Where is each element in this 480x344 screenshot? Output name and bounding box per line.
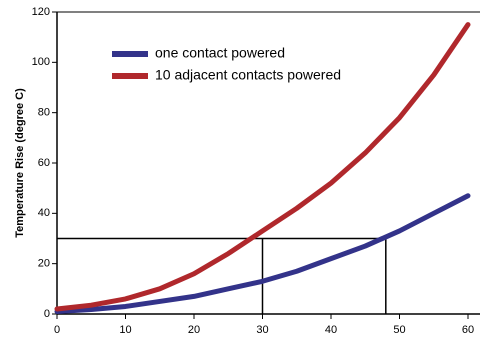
y-tick-label: 40: [38, 207, 50, 219]
x-tick-label: 60: [462, 324, 474, 336]
y-tick-label: 80: [38, 107, 50, 119]
y-tick-label: 100: [32, 56, 50, 68]
legend-label: one contact powered: [155, 45, 285, 61]
x-tick-label: 50: [393, 324, 405, 336]
line-series: [54, 22, 471, 312]
x-tick-label: 40: [325, 324, 337, 336]
line-series: [54, 193, 471, 314]
x-tick-label: 0: [54, 324, 60, 336]
y-axis-title: Temperature Rise (degree C): [14, 88, 26, 238]
x-tick-label: 20: [188, 324, 200, 336]
legend-label: 10 adjacent contacts powered: [155, 67, 341, 83]
x-tick-label: 10: [119, 324, 131, 336]
y-tick-label: 0: [44, 308, 50, 320]
y-tick-label: 60: [38, 157, 50, 169]
y-tick-label: 120: [32, 6, 50, 18]
y-tick-label: 20: [38, 258, 50, 270]
x-tick-label: 30: [256, 324, 268, 336]
